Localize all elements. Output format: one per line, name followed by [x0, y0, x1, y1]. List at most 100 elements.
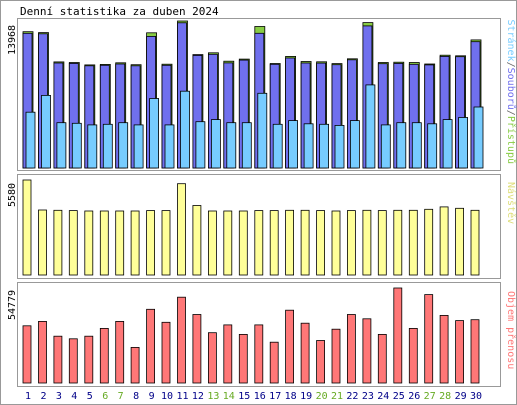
x-tick-label: 2 — [40, 391, 46, 402]
bar-visits — [115, 210, 125, 276]
bar-visits — [269, 210, 279, 276]
x-tick-label: 11 — [176, 391, 188, 402]
bar-pages — [149, 98, 160, 169]
bar-pages — [303, 123, 314, 169]
x-tick-label: 30 — [470, 391, 482, 402]
bar-pages — [257, 92, 268, 169]
bar-pages — [118, 122, 129, 169]
bar-kbytes — [393, 287, 403, 384]
bar-pages — [380, 124, 391, 169]
bar-kbytes — [38, 320, 47, 384]
x-tick-label: 1 — [25, 391, 31, 402]
bar-visits — [38, 209, 47, 276]
bar-pages — [180, 90, 190, 169]
bar-kbytes — [424, 294, 434, 384]
bar-pages — [241, 122, 252, 169]
x-tick-label: 12 — [192, 391, 204, 402]
bar-pages — [195, 121, 206, 169]
bar-kbytes — [346, 314, 356, 384]
bar-visits — [362, 209, 372, 276]
bar-pages — [133, 124, 144, 169]
bar-kbytes — [84, 335, 94, 384]
bar-visits — [470, 209, 480, 276]
bar-visits — [22, 179, 32, 276]
bar-kbytes — [177, 296, 186, 384]
bar-kbytes — [254, 324, 264, 384]
bar-pages — [41, 95, 51, 169]
bar-kbytes — [269, 341, 279, 384]
bar-visits — [254, 210, 264, 276]
legend-files: Souborů — [505, 68, 517, 110]
bar-visits — [207, 210, 217, 276]
x-tick-label: 14 — [223, 391, 235, 402]
chart-title: Denní statistika za duben 2024 — [20, 5, 219, 18]
bar-pages — [334, 125, 345, 169]
bar-visits — [377, 210, 387, 276]
bar-pages — [25, 111, 36, 169]
legend-visits: Návštěv — [505, 182, 517, 224]
bars-visits — [22, 179, 480, 276]
bar-kbytes — [130, 346, 140, 384]
bar-visits — [223, 210, 233, 276]
bar-visits — [99, 210, 109, 276]
bar-kbytes — [238, 333, 248, 384]
ymax-label-hits: 13968 — [7, 25, 18, 55]
legend-sep-2: / — [505, 110, 516, 116]
bar-pages — [411, 122, 422, 169]
bar-visits — [393, 209, 403, 276]
x-tick-label: 3 — [56, 391, 62, 402]
bar-kbytes — [22, 325, 32, 384]
bar-kbytes — [207, 332, 217, 384]
bar-kbytes — [455, 320, 465, 384]
bar-kbytes — [285, 309, 295, 384]
bar-kbytes — [68, 338, 78, 384]
x-tick-label: 25 — [393, 391, 405, 402]
bar-pages — [365, 84, 376, 169]
x-tick-label: 18 — [285, 391, 297, 402]
x-tick-label: 15 — [238, 391, 250, 402]
bar-pages — [102, 123, 113, 169]
bar-kbytes — [316, 340, 326, 384]
bar-pages — [272, 123, 283, 169]
x-tick-label: 8 — [133, 391, 139, 402]
bar-pages — [288, 120, 299, 169]
x-tick-label: 27 — [424, 391, 436, 402]
bar-kbytes — [99, 327, 109, 384]
bar-visits — [455, 207, 465, 276]
x-tick-label: 20 — [316, 391, 328, 402]
x-axis-labels: 1 2 3 4 5 6 7 8 9 10 11 12 13 14 15 16 17 18 19 20 21 22 23 24 2… — [25, 391, 482, 402]
bar-pages — [87, 124, 98, 169]
bar-kbytes — [377, 333, 387, 384]
bar-kbytes — [192, 314, 202, 384]
bar-visits — [177, 183, 186, 276]
legend-hits-files-pages: Stránek/Souborů/Přístupů — [505, 19, 517, 164]
x-tick-label: 22 — [346, 391, 358, 402]
x-tick-label: 4 — [71, 391, 77, 402]
bar-pages — [349, 120, 360, 169]
bar-visits — [130, 210, 140, 276]
x-tick-label: 16 — [254, 391, 266, 402]
bar-kbytes — [300, 322, 310, 384]
bar-kbytes — [161, 321, 171, 384]
bar-kbytes — [408, 327, 418, 384]
bars-hits-files-pages — [22, 20, 484, 169]
bar-pages — [396, 122, 407, 169]
bar-pages — [319, 123, 330, 169]
bar-pages — [442, 119, 453, 169]
bar-visits — [192, 205, 202, 276]
bar-visits — [346, 210, 356, 276]
bar-visits — [53, 209, 63, 276]
legend-pages: Stránek — [505, 19, 517, 61]
x-tick-label: 7 — [118, 391, 124, 402]
ymax-label-visits: 5580 — [7, 183, 18, 207]
bar-visits — [316, 210, 326, 276]
x-tick-label: 28 — [439, 391, 451, 402]
bar-pages — [226, 122, 237, 169]
x-tick-label: 26 — [408, 391, 420, 402]
x-tick-label: 6 — [102, 391, 108, 402]
bar-visits — [84, 210, 94, 276]
bar-kbytes — [146, 308, 156, 384]
bar-kbytes — [223, 324, 233, 384]
bar-visits — [238, 210, 248, 276]
x-tick-label: 23 — [362, 391, 374, 402]
